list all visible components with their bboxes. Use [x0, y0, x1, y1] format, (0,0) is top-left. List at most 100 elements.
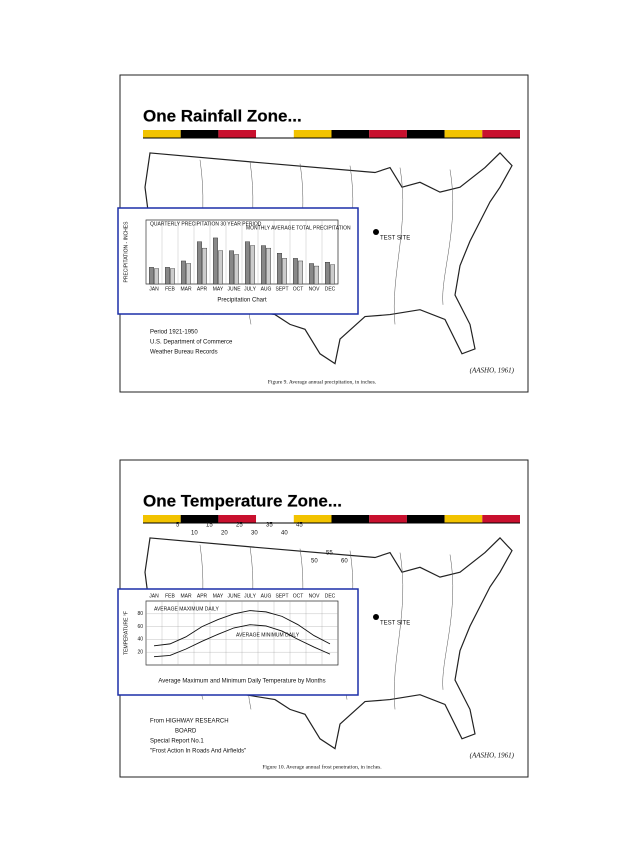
month-label: FEB: [165, 286, 175, 292]
figure-caption: Figure 9. Average annual precipitation, …: [268, 379, 377, 385]
site-label: TEST SITE: [380, 236, 410, 242]
flag-band: [369, 515, 407, 523]
bar: [164, 267, 170, 285]
bar: [282, 258, 288, 285]
temp-line: [153, 610, 331, 647]
month-label: DEC: [325, 286, 336, 292]
map-line: [394, 167, 404, 325]
contour-label: 30: [251, 531, 258, 537]
map-note: BOARD: [175, 729, 197, 735]
figure-caption: Figure 10. Average annual frost penetrat…: [262, 763, 382, 770]
citation: (AASHO, 1961): [470, 367, 515, 375]
flag-band: [444, 130, 483, 138]
contour-label: 20: [221, 531, 228, 537]
map-note: Period 1921-1950: [150, 330, 198, 336]
contour-label: 50: [311, 559, 318, 565]
y-axis-label: PRECIPITATION - INCHES: [123, 221, 129, 283]
flag-band: [218, 130, 257, 138]
site-label: TEST SITE: [380, 621, 410, 627]
flag-band: [180, 130, 219, 138]
bar: [218, 250, 224, 285]
flag-band: [482, 515, 520, 523]
contour-label: 5: [176, 523, 180, 529]
legend-entry: AVERAGE MINIMUM DAILY: [236, 632, 300, 638]
month-label: AUG: [261, 286, 272, 292]
flag-band: [218, 515, 257, 523]
map-note: Special Report No.1: [150, 739, 204, 745]
bar: [325, 262, 330, 285]
y-tick-label: 40: [137, 637, 143, 643]
bar: [309, 263, 314, 285]
bar: [277, 253, 282, 285]
legend-entry: QUARTERLY PRECIPITATION 30 YEAR PERIOD: [150, 221, 262, 227]
month-label: OCT: [293, 286, 304, 292]
flag-band: [406, 515, 445, 523]
month-label: JAN: [149, 286, 159, 292]
bar: [202, 247, 208, 285]
contour-label: 10: [191, 531, 198, 537]
month-label: MAY: [213, 593, 224, 599]
bar: [148, 267, 154, 285]
map-note: From HIGHWAY RESEARCH: [150, 719, 229, 725]
flag-band: [143, 515, 181, 523]
bar: [228, 250, 234, 285]
inset-title: Precipitation Chart: [217, 298, 267, 304]
map-line: [442, 169, 453, 305]
legend-entry: MONTHLY AVERAGE TOTAL PRECIPITATION: [246, 225, 351, 231]
map-line: [394, 552, 404, 710]
temp-line: [153, 624, 331, 658]
month-label: JUNE: [227, 286, 241, 292]
month-label: APR: [197, 286, 208, 292]
contour-label: 35: [266, 523, 273, 529]
bar: [212, 237, 218, 285]
bar: [314, 265, 320, 285]
contour-label: 60: [341, 559, 348, 565]
flag-band: [256, 130, 294, 138]
month-label: NOV: [309, 593, 321, 599]
map-note: "Frost Action In Roads And Airfields": [150, 749, 246, 755]
flag-band: [143, 130, 181, 138]
map-note: U.S. Department of Commerce: [150, 340, 233, 346]
bar: [180, 260, 186, 285]
month-label: MAY: [213, 286, 224, 292]
site-dot: [373, 614, 379, 620]
bar: [330, 264, 336, 285]
flag-band: [293, 130, 332, 138]
flag-band: [369, 130, 407, 138]
month-label: JULY: [244, 593, 257, 599]
month-label: MAR: [180, 286, 192, 292]
bar: [261, 245, 266, 285]
flag-band: [180, 515, 219, 523]
y-tick-label: 60: [137, 624, 143, 630]
bar: [234, 254, 240, 285]
bar: [244, 241, 250, 285]
flag-band: [331, 130, 370, 138]
contour-label: 15: [206, 523, 213, 529]
contour-label: 55: [326, 551, 333, 557]
y-axis-label: TEMPERATURE °F: [123, 611, 129, 655]
month-label: AUG: [261, 593, 272, 599]
slide-title: One Rainfall Zone...: [143, 106, 302, 125]
bar: [293, 258, 298, 285]
bar: [266, 247, 272, 285]
flag-band: [331, 515, 370, 523]
month-label: JUNE: [227, 593, 241, 599]
flag-band: [406, 130, 445, 138]
citation: (AASHO, 1961): [470, 752, 515, 760]
month-label: SEPT: [275, 286, 288, 292]
month-label: DEC: [325, 593, 336, 599]
contour-label: 25: [236, 523, 243, 529]
legend-entry: AVERAGE MAXIMUM DAILY: [154, 606, 219, 612]
flag-band: [293, 515, 332, 523]
y-tick-label: 80: [137, 611, 143, 617]
month-label: JULY: [244, 286, 257, 292]
slide-title: One Temperature Zone...: [143, 491, 342, 510]
site-dot: [373, 229, 379, 235]
flag-band: [256, 515, 294, 523]
month-label: JAN: [149, 593, 159, 599]
flag-band: [482, 130, 520, 138]
map-line: [442, 554, 453, 690]
month-label: FEB: [165, 593, 175, 599]
